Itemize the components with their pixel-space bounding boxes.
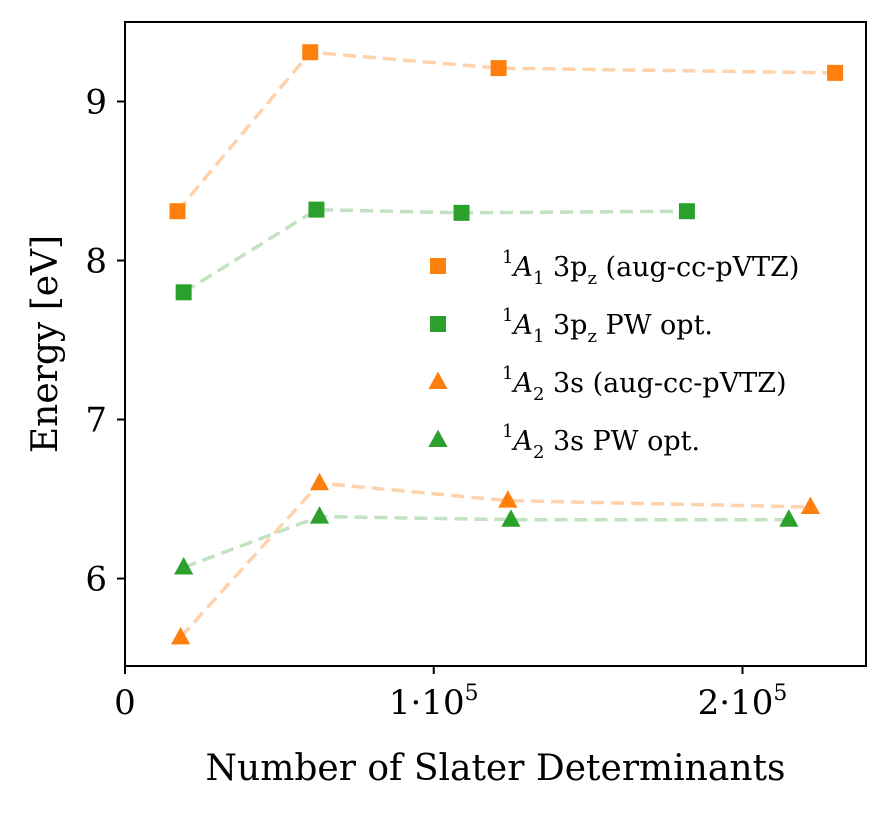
x-tick-label: 1·105 xyxy=(389,681,479,723)
data-point xyxy=(309,472,330,491)
legend-label: 1A2 3s (aug-cc-pVTZ) xyxy=(502,363,787,405)
data-point xyxy=(779,509,799,527)
legend-label: 1A2 3s PW opt. xyxy=(502,421,700,463)
data-point xyxy=(501,509,521,527)
data-point xyxy=(800,496,821,515)
data-point xyxy=(490,60,507,77)
legend-marker xyxy=(430,258,446,274)
data-point xyxy=(827,64,844,81)
y-tick-label: 7 xyxy=(85,401,107,441)
series-line-1 xyxy=(176,50,836,213)
legend: 1A1 3pz (aug-cc-pVTZ) 1A1 3pz PW opt. 1A2 … xyxy=(428,247,799,463)
x-axis-ticks: 0 1·105 2·105 xyxy=(114,666,787,723)
legend-label: 1A1 3pz PW opt. xyxy=(502,305,713,347)
data-point xyxy=(169,203,186,220)
plot-frame xyxy=(124,21,867,667)
data-point xyxy=(174,556,194,575)
legend-marker xyxy=(428,371,448,390)
series-line-3 xyxy=(179,481,811,639)
data-point xyxy=(498,490,518,508)
data-point xyxy=(308,201,325,218)
legend-marker xyxy=(428,429,448,448)
data-point xyxy=(453,204,470,221)
y-axis-ticks: 6 7 8 9 xyxy=(85,83,125,600)
data-point xyxy=(309,506,330,524)
data-point xyxy=(302,44,319,61)
series-markers xyxy=(169,44,844,645)
data-point xyxy=(678,203,695,220)
y-axis-title: Energy [eV] xyxy=(25,235,66,453)
series-line-4 xyxy=(183,514,789,570)
y-tick-label: 9 xyxy=(85,83,107,123)
y-tick-label: 8 xyxy=(85,242,107,282)
data-point xyxy=(175,284,192,301)
x-tick-label: 0 xyxy=(114,683,136,723)
x-axis-title: Number of Slater Determinants xyxy=(206,748,786,789)
data-point xyxy=(170,626,191,645)
legend-marker xyxy=(430,316,446,332)
series-lines xyxy=(176,50,836,639)
y-tick-label: 6 xyxy=(85,560,107,600)
x-tick-label: 2·105 xyxy=(698,681,788,723)
legend-label: 1A1 3pz (aug-cc-pVTZ) xyxy=(502,247,799,289)
series-line-2 xyxy=(182,207,687,294)
